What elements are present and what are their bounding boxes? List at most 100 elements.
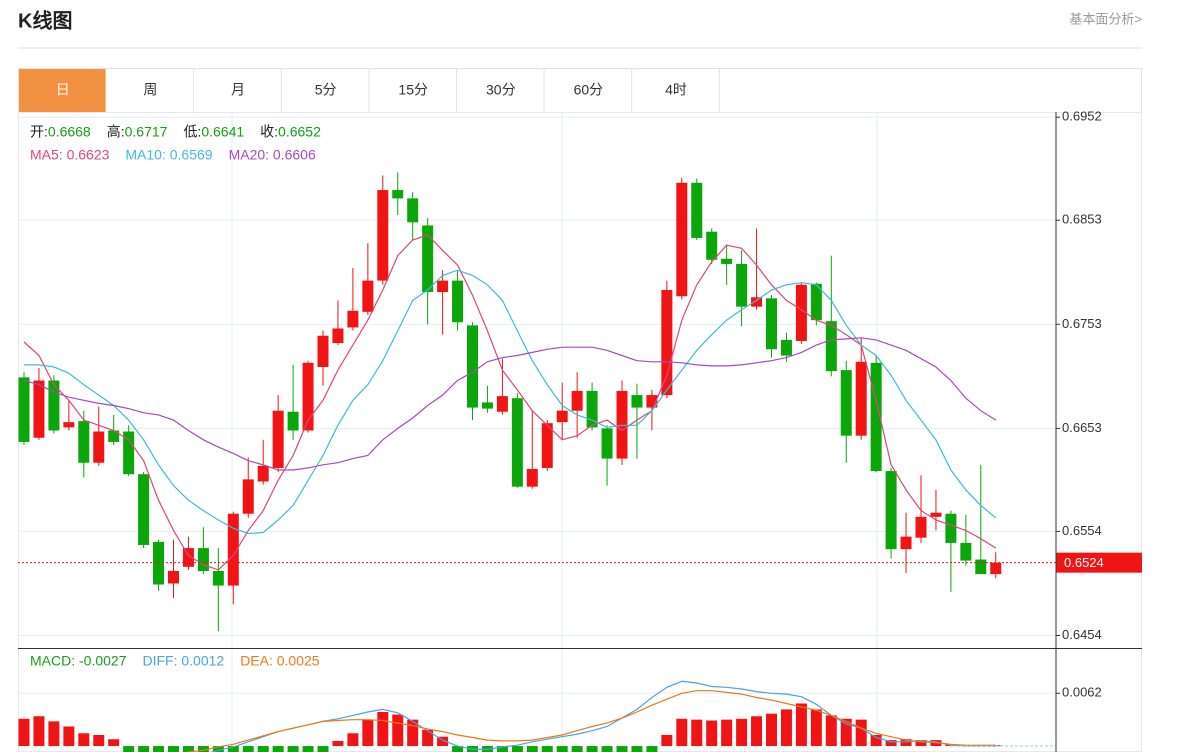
macd-bar [302, 746, 314, 752]
macd-bar [63, 726, 75, 747]
macd-bar [78, 733, 90, 747]
y-tick-label: 0.6454 [1062, 627, 1102, 642]
y-tick-label: 0.6653 [1062, 420, 1102, 435]
candle-body [496, 396, 508, 412]
macd-bar [900, 739, 912, 747]
candle-body [900, 536, 912, 550]
last-price-label: 0.6524 [1064, 555, 1104, 570]
macd-bar [586, 746, 598, 752]
macd-bar [631, 746, 643, 752]
tab[interactable]: 30分 [486, 82, 516, 98]
candle-body [182, 548, 194, 567]
candle-body [766, 298, 777, 350]
tab[interactable]: 5分 [315, 82, 337, 98]
macd-bar [721, 719, 733, 747]
candle-body [736, 263, 748, 307]
macd-bar [511, 746, 523, 752]
tab[interactable]: 月 [231, 82, 245, 98]
y-tick-label: 0.6952 [1062, 109, 1102, 124]
tab[interactable]: 周 [143, 82, 157, 98]
fundamental-link[interactable]: 基本面分析> [1069, 11, 1142, 26]
candle-body [810, 283, 822, 321]
macd-bar [840, 718, 852, 747]
page-title: K线图 [18, 8, 72, 32]
tab[interactable]: 4时 [665, 82, 687, 98]
macd-line [184, 690, 996, 752]
macd-bar [287, 746, 299, 752]
candle-body [541, 423, 553, 468]
macd-bar [870, 734, 882, 747]
macd-bar [272, 746, 284, 752]
candle-body [212, 570, 224, 586]
info-label: 收: [260, 124, 278, 140]
candle-body [706, 231, 718, 260]
candle-body [138, 474, 150, 545]
candle-body [855, 361, 867, 436]
macd-bar [392, 714, 404, 747]
ma-legend: MA10: 0.6569 [125, 147, 212, 163]
macd-bar [526, 746, 538, 752]
macd-bar [108, 739, 120, 747]
macd-bar [437, 736, 449, 747]
tab[interactable]: 15分 [398, 82, 428, 98]
macd-bar [33, 716, 45, 747]
macd-bar [212, 746, 224, 752]
candle-body [751, 297, 763, 307]
candle-body [467, 325, 478, 408]
macd-bar [257, 746, 269, 752]
macd-bar [347, 733, 359, 747]
candle-body [362, 280, 374, 312]
macd-bar [153, 746, 165, 752]
tab[interactable]: 日 [56, 82, 70, 98]
macd-legend: DIFF: 0.0012 [142, 653, 224, 669]
macd-bar [780, 709, 792, 747]
candle-body [780, 339, 792, 356]
candle-body [526, 468, 538, 487]
macd-bar [616, 746, 628, 752]
tab[interactable]: 60分 [574, 82, 604, 98]
candle-body [437, 280, 449, 293]
candle-body [945, 513, 957, 543]
candle-body [721, 258, 733, 264]
info-label: 开: [30, 124, 48, 140]
candle-body [63, 422, 75, 428]
ma-line [24, 269, 997, 535]
macd-bar [123, 746, 135, 752]
main-plot [18, 172, 1002, 632]
macd-bar [362, 719, 374, 747]
macd-bar [810, 709, 822, 747]
y-tick-label: 0.6753 [1062, 316, 1102, 331]
macd-legend: MACD: -0.0027 [30, 653, 127, 669]
candle-body [108, 430, 120, 442]
candle-body [78, 421, 90, 463]
macd-bar [242, 746, 254, 752]
candle-body [960, 542, 972, 561]
y-tick-label: 0.6853 [1062, 212, 1102, 227]
candle-body [885, 471, 897, 550]
tabs: 日 周 月 5分 15分 30分 60分 4时 [19, 69, 720, 112]
macd-bar [676, 718, 688, 747]
macd-bar [138, 746, 150, 752]
info-value: 0.6652 [278, 124, 321, 140]
candle-body [242, 479, 254, 514]
macd-plot [18, 680, 1002, 752]
macd-bar [795, 703, 807, 747]
candle-body [197, 548, 209, 571]
ma-line [23, 337, 997, 471]
macd-bar [751, 716, 763, 747]
macd-bar [182, 746, 194, 752]
macd-bar [646, 746, 658, 752]
candle-body [272, 410, 284, 468]
candle-body [870, 362, 882, 472]
tab-active-bg [19, 69, 106, 112]
macd-bar [168, 746, 179, 752]
macd-bar [601, 746, 613, 752]
ma-line [23, 234, 997, 571]
candle-body [317, 335, 329, 367]
candle-body [153, 541, 165, 585]
candle-body [332, 328, 344, 344]
macd-bar [422, 729, 434, 747]
macd-bar [452, 746, 464, 752]
macd-bar [377, 711, 389, 747]
